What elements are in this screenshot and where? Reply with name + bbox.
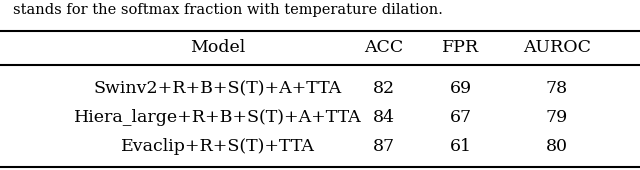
Text: 79: 79 — [546, 109, 568, 126]
Text: 69: 69 — [450, 80, 472, 97]
Text: AUROC: AUROC — [523, 39, 591, 56]
Text: stands for the softmax fraction with temperature dilation.: stands for the softmax fraction with tem… — [13, 3, 443, 17]
Text: Model: Model — [190, 39, 245, 56]
Text: FPR: FPR — [442, 39, 479, 56]
Text: 84: 84 — [373, 109, 395, 126]
Text: 87: 87 — [373, 138, 395, 155]
Text: Hiera_large+R+B+S(T)+A+TTA: Hiera_large+R+B+S(T)+A+TTA — [74, 109, 362, 126]
Text: 78: 78 — [546, 80, 568, 97]
Text: 67: 67 — [450, 109, 472, 126]
Text: Swinv2+R+B+S(T)+A+TTA: Swinv2+R+B+S(T)+A+TTA — [93, 80, 342, 97]
Text: Evaclip+R+S(T)+TTA: Evaclip+R+S(T)+TTA — [121, 138, 314, 155]
Text: ACC: ACC — [364, 39, 404, 56]
Text: 80: 80 — [546, 138, 568, 155]
Text: 82: 82 — [373, 80, 395, 97]
Text: 61: 61 — [450, 138, 472, 155]
